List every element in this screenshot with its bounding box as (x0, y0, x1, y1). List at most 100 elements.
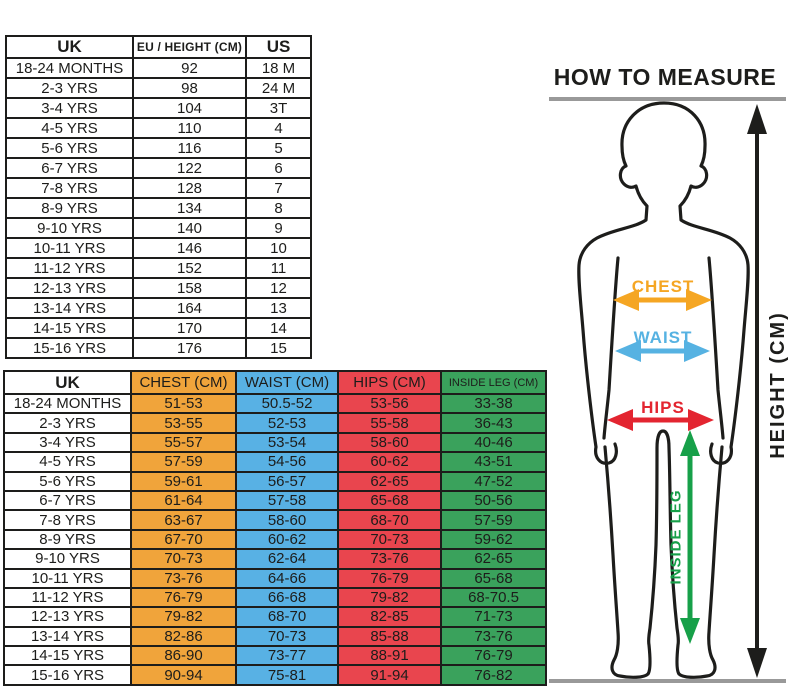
arrow-head-down-icon (747, 648, 767, 678)
table-cell: 11-12 YRS (5, 257, 134, 279)
table-cell: 152 (132, 257, 247, 279)
table-row: 5-6 YRS 59-61 56-57 62-65 47-52 (3, 470, 547, 492)
table-cell: 146 (132, 237, 247, 259)
table-cell: 10-11 YRS (3, 567, 132, 589)
table-cell: 7-8 YRS (3, 509, 132, 531)
table-cell: 98 (132, 77, 247, 99)
table-row: 4-5 YRS 110 4 (5, 117, 312, 139)
table-cell: 104 (132, 97, 247, 119)
table-cell: 59-62 (440, 528, 547, 551)
title-underline (549, 97, 786, 101)
table-cell: 92 (132, 57, 247, 79)
body-measurements-table: UK CHEST (CM) WAIST (CM) HIPS (CM) INSIDE LE… (3, 370, 547, 686)
table-cell: 15-16 YRS (5, 337, 134, 359)
table-row: 15-16 YRS 90-94 75-81 91-94 76-82 (3, 664, 547, 686)
table-cell: 68-70 (337, 509, 442, 531)
child-silhouette (577, 101, 750, 465)
chest-arrow (613, 289, 712, 311)
table-cell: 14-15 YRS (5, 317, 134, 339)
table-cell: 70-73 (337, 528, 442, 551)
table-row: 2-3 YRS 98 24 M (5, 77, 312, 99)
table-cell: 91-94 (337, 664, 442, 686)
table-cell: 58-60 (235, 509, 339, 531)
table-row: 8-9 YRS 67-70 60-62 70-73 59-62 (3, 528, 547, 551)
waist-arrow (615, 340, 710, 362)
table-cell: 4-5 YRS (3, 451, 132, 473)
hips-arrow (607, 409, 714, 431)
table-cell: 73-77 (235, 645, 339, 667)
table-cell: 75-81 (235, 664, 339, 686)
table-row: 18-24 MONTHS 51-53 50.5-52 53-56 33-38 (3, 392, 547, 415)
table-cell: 73-76 (440, 625, 547, 648)
table-row: 6-7 YRS 122 6 (5, 157, 312, 179)
measurement-diagram: HEIGHT (CM) CHEST WAIST HIPS INSIDE (549, 97, 789, 683)
table-cell: 68-70.5 (440, 586, 547, 609)
height-arrow (747, 104, 767, 678)
table-cell: 71-73 (440, 606, 547, 628)
table-cell: 14 (245, 317, 312, 339)
table-cell: 40-46 (440, 431, 547, 454)
hips-label: HIPS (641, 398, 685, 417)
table-cell: 52-53 (235, 412, 339, 434)
table-cell: 158 (132, 277, 247, 299)
table-cell: 90-94 (130, 664, 237, 686)
table-row: 7-8 YRS 128 7 (5, 177, 312, 199)
table-row: 14-15 YRS 170 14 (5, 317, 312, 339)
table-cell: 176 (132, 337, 247, 359)
ground-line (549, 679, 786, 683)
table-cell: 79-82 (337, 586, 442, 609)
how-to-measure-title: HOW TO MEASURE (553, 64, 777, 90)
table-cell: 67-70 (130, 528, 237, 551)
column-header: US (245, 35, 312, 59)
table-cell: 70-73 (235, 625, 339, 648)
table-row: 3-4 YRS 55-57 53-54 58-60 40-46 (3, 431, 547, 454)
table-cell: 76-79 (440, 645, 547, 667)
table-cell: 70-73 (130, 548, 237, 570)
table-cell: 88-91 (337, 645, 442, 667)
table-cell: 7-8 YRS (5, 177, 134, 199)
table-cell: 11-12 YRS (3, 586, 132, 609)
table-cell: 33-38 (440, 392, 547, 415)
table-cell: 8-9 YRS (3, 528, 132, 551)
column-header: UK (3, 370, 132, 395)
table-cell: 57-58 (235, 489, 339, 512)
table-cell: 15-16 YRS (3, 664, 132, 686)
table-cell: 8-9 YRS (5, 197, 134, 219)
column-header: EU / HEIGHT (CM) (132, 35, 247, 59)
table-cell: 128 (132, 177, 247, 199)
table-cell: 85-88 (337, 625, 442, 648)
table-cell: 79-82 (130, 606, 237, 628)
table-cell: 62-65 (337, 470, 442, 492)
table-cell: 24 M (245, 77, 312, 99)
table-cell: 12-13 YRS (5, 277, 134, 299)
table-cell: 18-24 MONTHS (3, 392, 132, 415)
table-row: 5-6 YRS 116 5 (5, 137, 312, 159)
table-cell: 53-54 (235, 431, 339, 454)
table-cell: 110 (132, 117, 247, 139)
table-row: 10-11 YRS 73-76 64-66 76-79 65-68 (3, 567, 547, 589)
table-cell: 18 M (245, 57, 312, 79)
column-header: UK (5, 35, 134, 59)
table-cell: 50-56 (440, 489, 547, 512)
table-cell: 54-56 (235, 451, 339, 473)
arrow-head-up-icon (747, 104, 767, 134)
table-cell: 164 (132, 297, 247, 319)
table-row: 14-15 YRS 86-90 73-77 88-91 76-79 (3, 645, 547, 667)
table-cell: 51-53 (130, 392, 237, 415)
table-cell: 58-60 (337, 431, 442, 454)
table-cell: 68-70 (235, 606, 339, 628)
table-cell: 10-11 YRS (5, 237, 134, 259)
table-cell: 82-85 (337, 606, 442, 628)
table-row: 3-4 YRS 104 3T (5, 97, 312, 119)
table-cell: 2-3 YRS (5, 77, 134, 99)
table-header-row: UK EU / HEIGHT (CM) US (5, 35, 312, 59)
table-cell: 86-90 (130, 645, 237, 667)
table-row: 6-7 YRS 61-64 57-58 65-68 50-56 (3, 489, 547, 512)
table-cell: 4-5 YRS (5, 117, 134, 139)
table-row: 8-9 YRS 134 8 (5, 197, 312, 219)
table-cell: 55-57 (130, 431, 237, 454)
height-label: HEIGHT (CM) (767, 311, 789, 459)
table-row: 9-10 YRS 70-73 62-64 73-76 62-65 (3, 548, 547, 570)
table-cell: 9-10 YRS (5, 217, 134, 239)
